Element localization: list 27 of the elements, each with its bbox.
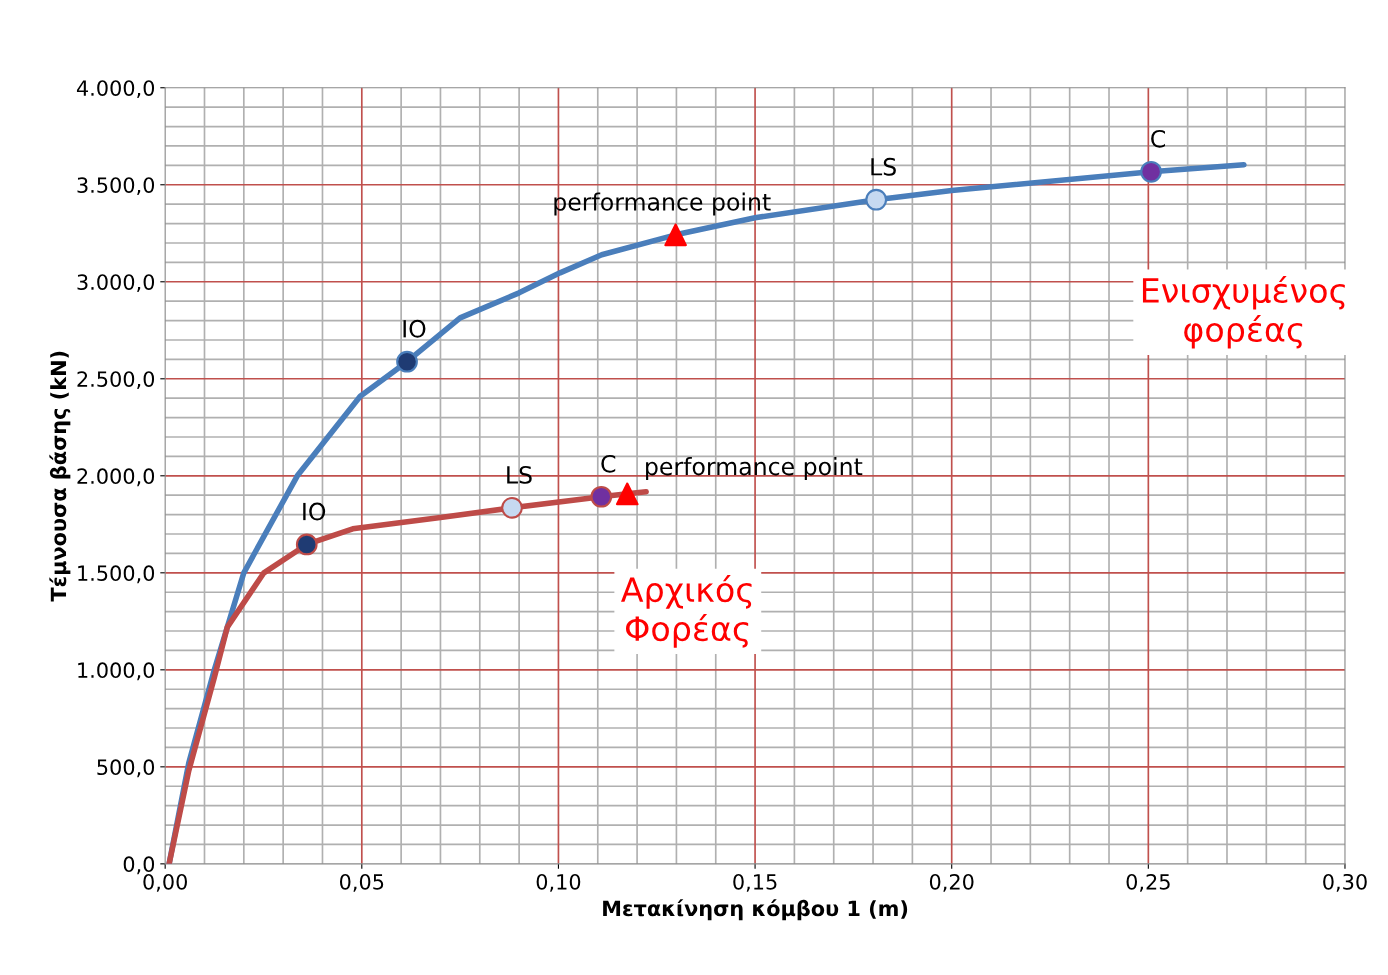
x-tick-label: 0,10 xyxy=(536,873,581,892)
annotation: LS xyxy=(871,157,896,176)
text: Αρχικός Φορέας xyxy=(621,575,752,648)
y-tick-label: 500,0 xyxy=(97,759,155,778)
y-tick-label: 3.500,0 xyxy=(77,177,155,196)
point xyxy=(664,223,687,247)
annotation: C xyxy=(601,454,616,473)
x-axis-title: Μετακίνηση κόμβου 1 (m) xyxy=(603,899,908,921)
point xyxy=(615,482,639,506)
y-tick-label: 3.000,0 xyxy=(77,274,155,293)
annotation: IO xyxy=(303,502,326,521)
y-tick-label: 4.000,0 xyxy=(76,80,155,99)
x-tick-label: 0,30 xyxy=(1323,873,1367,892)
text: Ενισχυμένος φορέας xyxy=(1142,275,1345,349)
x-tick-label: 0,00 xyxy=(143,873,187,892)
y-tick-label: 1.000,0 xyxy=(78,662,155,681)
y-axis-title: Τέμνουσα βάσης (kN) xyxy=(49,351,71,602)
x-tick-label: 0,15 xyxy=(733,873,777,892)
y-tick-label: 2.500,0 xyxy=(77,371,155,390)
x-tick-label: 0,20 xyxy=(929,873,974,892)
x-tick-label: 0,25 xyxy=(1126,873,1170,892)
annotation: IO xyxy=(403,319,426,338)
annotation: C xyxy=(1151,129,1165,148)
y-tick-label: 0,0 xyxy=(123,856,155,875)
y-tick-label: 2.000,0 xyxy=(77,468,155,487)
y-tick-label: 1.500,0 xyxy=(78,565,155,584)
x-tick-label: 0,05 xyxy=(339,873,384,892)
